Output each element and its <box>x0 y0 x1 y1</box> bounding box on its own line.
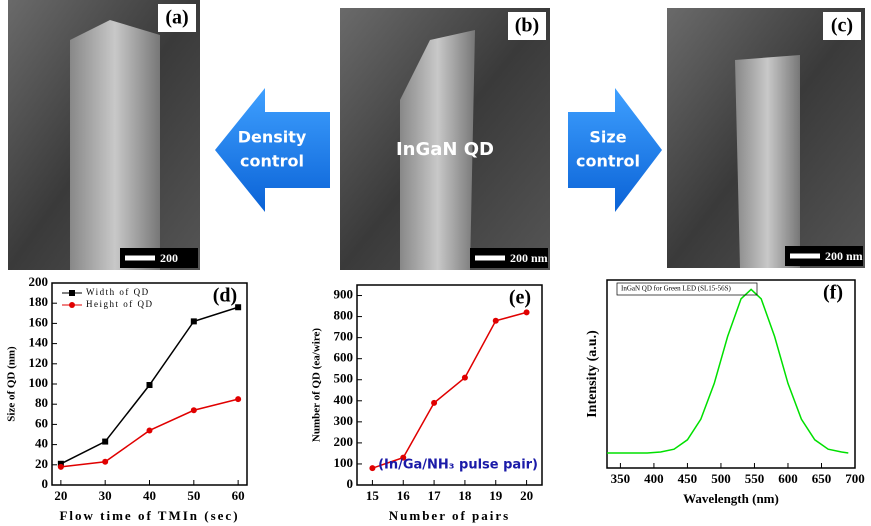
arrow-text: Size <box>589 128 626 147</box>
y-tick-label: 500 <box>334 371 354 386</box>
label-box <box>823 12 861 40</box>
marker <box>146 382 153 389</box>
legend-label: Width of QD <box>86 287 150 297</box>
y-tick-label: 100 <box>334 455 354 470</box>
y-tick-label: 0 <box>347 476 354 491</box>
x-tick-label: 18 <box>458 488 472 503</box>
plot-frame <box>356 284 543 486</box>
panel-label: (f) <box>823 282 843 304</box>
x-tick-label: 17 <box>428 488 442 503</box>
marker <box>461 374 468 381</box>
marker <box>235 396 242 403</box>
marker <box>190 318 197 325</box>
x-tick-label: 15 <box>366 488 380 503</box>
scale-box <box>120 248 198 268</box>
panel-label: (a) <box>165 7 188 29</box>
marker <box>431 399 438 406</box>
y-tick-label: 200 <box>334 434 354 449</box>
marker <box>190 407 197 414</box>
y-tick-label: 120 <box>29 355 49 370</box>
legend-label: InGaN QD for Green LED (SL15-56S) <box>621 285 732 293</box>
x-axis-label: Flow time of TMIn (sec) <box>59 508 239 523</box>
x-tick-label: 50 <box>187 488 200 503</box>
y-tick-label: 60 <box>35 415 48 430</box>
marker <box>492 317 499 324</box>
x-tick-label: 450 <box>678 471 698 486</box>
y-axis-label: Intensity (a.u.) <box>585 330 600 418</box>
marker <box>235 304 242 311</box>
marker <box>146 427 153 434</box>
y-tick-label: 0 <box>42 476 49 491</box>
y-axis-label: Number of QD (ea/wire) <box>311 328 323 442</box>
y-tick-label: 800 <box>334 308 354 323</box>
y-tick-label: 900 <box>334 287 354 302</box>
scale-label: 200 nm <box>825 249 863 263</box>
label-box <box>508 12 546 40</box>
y-tick-label: 20 <box>35 456 48 471</box>
legend-marker <box>69 290 75 296</box>
image-annotation: InGaN QD <box>396 139 494 160</box>
y-tick-label: 600 <box>334 350 354 365</box>
image-b <box>340 8 550 270</box>
x-tick-label: 16 <box>397 488 411 503</box>
x-tick-label: 60 <box>232 488 245 503</box>
y-tick-label: 160 <box>29 314 49 329</box>
y-axis-label: Size of QD (nm) <box>6 346 18 422</box>
x-axis-label: Number of pairs <box>389 508 510 523</box>
arrow-right <box>568 88 662 212</box>
x-tick-label: 500 <box>711 471 731 486</box>
marker <box>369 465 376 472</box>
legend-box <box>616 282 758 296</box>
marker <box>57 460 64 467</box>
arrow-text: Density <box>238 128 307 147</box>
y-tick-label: 180 <box>29 294 49 309</box>
x-tick-label: 600 <box>778 471 798 486</box>
plot-frame <box>606 279 856 469</box>
x-tick-label: 19 <box>489 488 503 503</box>
marker <box>523 309 530 316</box>
label-box <box>158 4 196 32</box>
x-tick-label: 350 <box>611 471 631 486</box>
scale-box <box>785 246 863 266</box>
x-tick-label: 400 <box>644 471 664 486</box>
scale-label: 200 nm <box>510 251 548 265</box>
panel-label: (e) <box>509 287 531 309</box>
panel-label: (d) <box>213 285 237 307</box>
panel-label: (b) <box>515 15 539 37</box>
y-tick-label: 100 <box>29 375 49 390</box>
annotation: (In/Ga/NH₃ pulse pair) <box>378 458 538 473</box>
panel-label: (c) <box>831 15 853 37</box>
arrow-text: control <box>576 152 640 171</box>
y-tick-label: 200 <box>29 274 49 289</box>
y-tick-label: 700 <box>334 329 354 344</box>
y-tick-label: 300 <box>334 413 354 428</box>
x-tick-label: 30 <box>99 488 112 503</box>
marker <box>102 458 109 465</box>
x-tick-label: 550 <box>745 471 765 486</box>
legend-label: Height of QD <box>86 299 154 309</box>
x-tick-label: 40 <box>143 488 156 503</box>
marker <box>57 463 64 470</box>
legend-marker <box>69 302 75 308</box>
x-tick-label: 20 <box>520 488 533 503</box>
series-line <box>607 288 849 454</box>
arrow-text: control <box>240 152 304 171</box>
x-tick-label: 650 <box>812 471 832 486</box>
series-line <box>372 311 527 469</box>
arrow-left <box>215 88 330 212</box>
x-axis-label: Wavelength (nm) <box>683 491 779 506</box>
y-tick-label: 80 <box>35 395 48 410</box>
image-a <box>8 0 200 270</box>
y-tick-label: 400 <box>334 392 354 407</box>
image-c <box>667 8 865 268</box>
x-tick-label: 20 <box>54 488 67 503</box>
marker <box>400 454 407 461</box>
scale-box <box>470 248 548 268</box>
y-tick-label: 40 <box>35 436 48 451</box>
scale-label: 200 <box>160 251 178 265</box>
y-tick-label: 140 <box>29 335 49 350</box>
marker <box>102 438 109 445</box>
x-tick-label: 700 <box>845 471 865 486</box>
